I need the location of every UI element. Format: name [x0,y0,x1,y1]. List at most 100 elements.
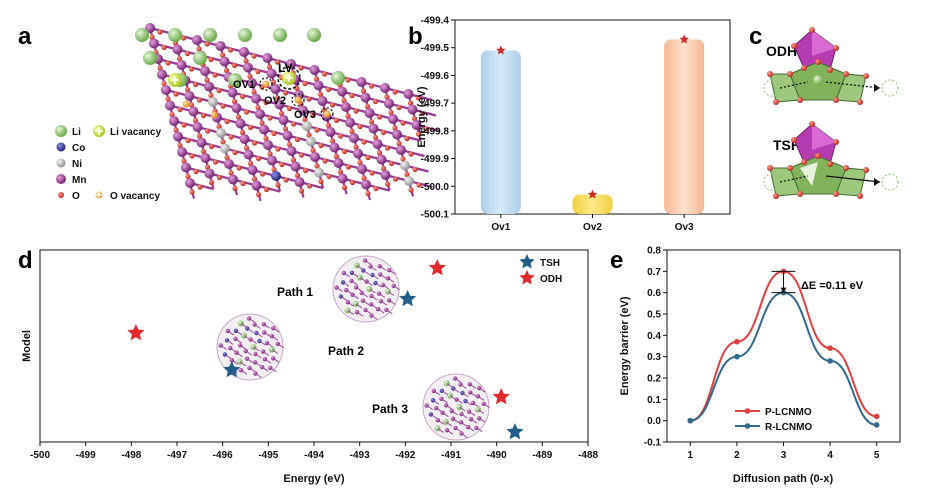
o-vacancy-atom [210,111,218,119]
thumbnail-bond [355,303,363,309]
series-point-p-lcnmo [827,345,833,351]
metal-atom [356,77,367,87]
oxygen-atom [275,182,281,188]
series-point-r-lcnmo [734,353,740,360]
arrow-head-icon [874,178,880,186]
oxygen-atom [267,115,273,121]
oxygen-atom [833,191,839,197]
oxygen-atom [380,165,387,172]
metal-atom [388,114,398,124]
metal-atom [271,171,281,181]
oxygen-atom [165,60,171,66]
oxygen-atom [416,182,422,188]
thumbnail-bond [226,339,234,345]
o-legend-label: O [72,191,80,202]
panel-b-y-axis-label: Energy (eV) [416,86,428,147]
y-tick-label: -500.1 [421,210,450,221]
thumbnail-bond [483,403,490,409]
thumbnail-bond [445,404,453,410]
panel-label-a: a [18,23,32,50]
thumbnail-bond [236,352,243,358]
oxygen-atom [396,104,402,111]
metal-atom [215,41,226,51]
oxygen-atom [196,46,202,52]
arrow-head-icon [874,84,880,92]
metal-atom [278,115,289,125]
thumbnail-bond [370,303,378,309]
oxygen-atom [271,130,277,137]
oxygen-atom [259,120,265,126]
oxygen-atom [251,140,258,146]
thumbnail-bond [455,427,462,433]
thumbnail-bond [378,293,386,299]
oxygen-atom [392,89,398,95]
oxygen-atom [282,90,289,96]
metal-atom [259,124,269,135]
oxygen-atom [216,174,223,181]
oxygen-atom [181,158,187,164]
oxygen-atom [200,112,207,119]
metal-atom [325,127,336,137]
thumbnail-bond [370,266,377,271]
legend-label-p-lcnmo: P-LCNMO [765,407,812,418]
bar-value-star-marker [587,189,598,199]
legend-marker-r-lcnmo [744,423,751,429]
oxygen-atom [231,98,238,105]
thumbnail-bond [426,404,433,410]
metal-atom [239,47,249,57]
oxygen-atom [263,186,270,193]
thumbnail-bond [388,269,396,275]
oxygen-atom [833,97,839,103]
oxygen-atom [404,171,410,178]
metal-atom [145,23,155,33]
thumbnail-bond [249,367,256,373]
thumbnail-bond [451,410,458,416]
x-tick-label: -489 [532,450,552,461]
oxygen-atom [419,110,426,117]
metal-atom [216,128,226,138]
oxygen-atom [412,166,418,173]
li-vacancy-plus-icon [171,76,179,84]
oxygen-atom [169,111,175,118]
oxygen-atom [341,148,348,155]
thumbnail-bond [372,274,379,280]
metal-atom [403,89,414,99]
oxygen-atom [317,91,324,98]
oxygen-atom [365,154,371,161]
oxygen-atom [396,140,402,147]
metal-atom [337,86,347,97]
x-tick-label: -497 [167,450,187,461]
path-1-annotation: Path 1 [277,285,313,299]
metal-atom [181,162,191,173]
li-atom [168,28,182,42]
oxygen-atom [314,163,320,169]
thumbnail-bond [347,301,355,307]
oxygen-atom [337,133,344,139]
x-tick-label: -493 [350,450,370,461]
thumbnail-bond [379,265,386,271]
ov3-highlight-circle [320,107,334,121]
oxygen-atom [843,165,849,171]
thumbnail-bond [387,291,395,296]
oxygen-atom [279,161,285,168]
oxygen-atom [353,108,359,114]
oxygen-atom [376,150,383,156]
metal-atom [317,96,328,106]
thumbnail-bond [239,344,247,350]
oxygen-atom [376,114,383,120]
thumbnail-bond [435,407,443,413]
o-vacancy-atom [294,96,302,104]
metal-atom [306,136,316,147]
oxygen-atom [353,144,359,150]
oxygen-atom [298,152,305,158]
metal-atom [243,62,253,73]
thumbnail-bond [220,344,227,350]
oxygen-atom [161,80,167,87]
thumbnail-bond [446,429,454,435]
panel-b-bar-chart: Energy (eV) -499.4 -499.5 -499.6 -499.7 -499… [416,16,731,233]
oxygen-atom [321,71,328,77]
thumbnail-bond [379,273,387,279]
lv-highlight-circle [277,66,301,90]
panel-a-legend: Li Li vacancy Co Ni Mn O O vacancy [55,125,162,202]
